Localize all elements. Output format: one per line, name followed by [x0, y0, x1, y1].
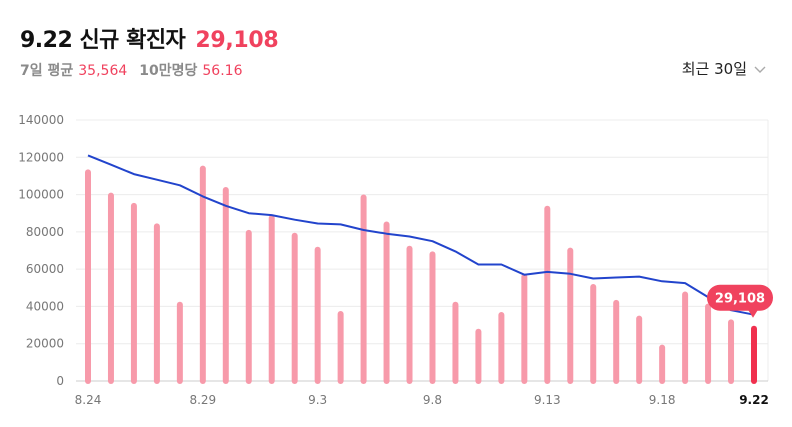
- y-tick-label: 20000: [26, 337, 64, 351]
- x-tick-label: 9.3: [308, 393, 327, 407]
- page-title: 9.22 신규 확진자: [20, 28, 186, 53]
- x-tick-label: 9.18: [649, 393, 676, 407]
- avg-line: [87, 154, 755, 316]
- total-cases-value: 29,108: [195, 28, 279, 53]
- chevron-down-icon: [754, 66, 766, 73]
- x-tick-label: 9.22: [739, 393, 769, 407]
- y-tick-label: 100000: [18, 188, 64, 202]
- highlight-bubble: [707, 284, 773, 311]
- avg-value: 35,564: [78, 63, 128, 79]
- highlight-label: 29,108: [715, 292, 765, 307]
- x-tick-label: 9.8: [423, 393, 442, 407]
- avg-label: 7일 평균: [20, 63, 74, 79]
- y-tick-label: 140000: [18, 113, 64, 127]
- per-100k-value: 56.16: [202, 63, 243, 79]
- period-selector[interactable]: 최근 30일: [682, 58, 766, 79]
- y-tick-label: 60000: [26, 262, 64, 276]
- y-tick-label: 40000: [26, 299, 64, 313]
- x-tick-label: 8.24: [75, 393, 102, 407]
- y-tick-label: 0: [56, 374, 64, 388]
- period-label: 최근 30일: [681, 60, 747, 78]
- x-tick-label: 8.29: [189, 393, 216, 407]
- y-tick-label: 80000: [26, 225, 64, 239]
- highlight-bubble-pointer: [748, 309, 758, 318]
- y-tick-label: 120000: [18, 150, 64, 164]
- x-tick-label: 9.13: [534, 393, 561, 407]
- per-100k-label: 10만명당: [139, 63, 198, 79]
